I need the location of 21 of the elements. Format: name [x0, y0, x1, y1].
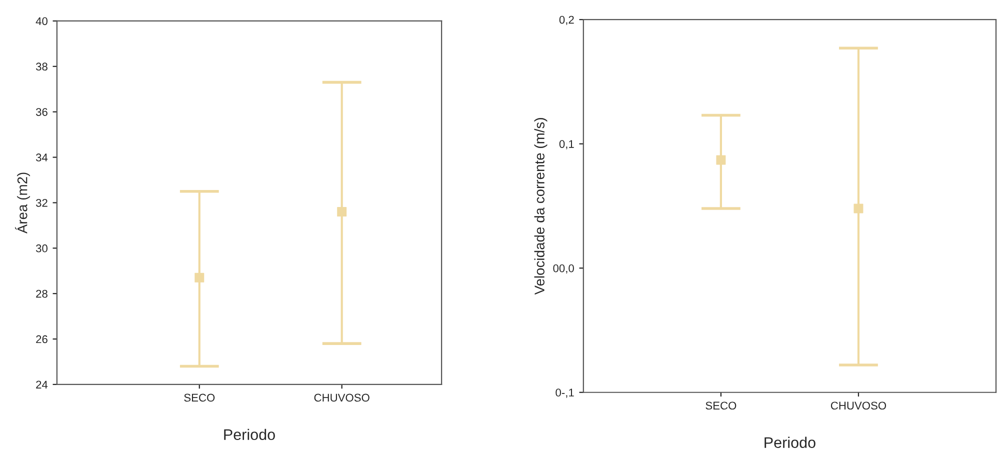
y-axis-title: Área (m2): [15, 172, 30, 234]
x-axis-title: Periodo: [224, 428, 275, 440]
y-tick-label: 00,0: [553, 264, 574, 274]
y-tick-label: 0-,1: [556, 388, 574, 398]
x-axis-title: Periodo: [764, 436, 816, 448]
y-axis-title: Velocidade da corrente (m/s): [534, 118, 548, 295]
y-tick-label: 34: [36, 154, 48, 162]
y-tick-label: 38: [36, 62, 48, 71]
y-tick-label: 26: [36, 335, 48, 344]
y-tick-label: 36: [36, 108, 48, 116]
y-tick-label: 0,2: [559, 16, 574, 26]
x-tick-label: SECO: [706, 402, 736, 410]
x-tick-label: SECO: [184, 394, 215, 402]
y-tick-label: 24: [36, 380, 48, 388]
y-tick-label: 28: [36, 290, 48, 298]
x-tick-label: CHUVOSO: [830, 402, 886, 410]
x-tick-label: CHUVOSO: [314, 394, 370, 402]
y-tick-label: 30: [36, 244, 48, 252]
y-tick-label: 40: [36, 17, 48, 26]
y-tick-label: 32: [36, 198, 48, 207]
y-tick-label: 0,1: [559, 140, 574, 150]
